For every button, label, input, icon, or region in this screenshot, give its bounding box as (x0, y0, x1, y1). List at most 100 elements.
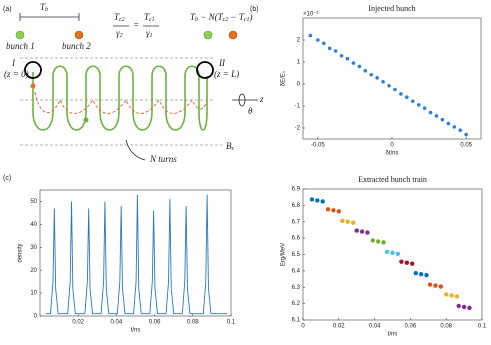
point (350, 220, 356, 225)
y-tick-label: 2 (297, 38, 301, 44)
point (454, 294, 460, 299)
point (370, 238, 376, 243)
point (444, 292, 449, 297)
point (424, 272, 429, 278)
eq-num: Tc1 (144, 12, 155, 23)
point (405, 95, 409, 99)
x-tick-label: 0.1 (227, 320, 236, 326)
point (309, 197, 315, 202)
point (354, 228, 359, 233)
plot-frame (302, 17, 482, 140)
point (316, 38, 320, 42)
x-tick-label: 0.1 (478, 324, 487, 330)
x-tick-label: 0.02 (72, 320, 84, 326)
x-axis-label: t/ns (388, 332, 398, 338)
point (449, 293, 454, 298)
x-tick-label: 0 (390, 143, 394, 149)
x-tick-label: 0.08 (187, 320, 199, 326)
point (404, 260, 410, 265)
point (320, 199, 325, 204)
point (467, 305, 472, 311)
plot-frame (39, 189, 232, 317)
y-tick-label: 40 (30, 222, 37, 228)
point (345, 56, 350, 61)
point (427, 282, 433, 287)
point (434, 114, 439, 118)
x-tick-label: 0.04 (111, 320, 123, 326)
y-tick-label: 6.6 (292, 236, 301, 242)
point (336, 209, 341, 214)
point (440, 117, 445, 122)
x-axis-label: δt/ns (385, 151, 398, 157)
x-tick-label: 0.04 (369, 324, 381, 330)
bunch-dot (74, 30, 84, 40)
point (345, 219, 350, 224)
point (384, 249, 390, 255)
y-axis-label: Erg/MeV (281, 243, 287, 266)
point (409, 261, 415, 266)
point (433, 283, 438, 288)
x-tick-label: 0 (301, 324, 305, 330)
point (399, 259, 404, 264)
point (395, 251, 401, 257)
y-tick-label: 50 (30, 199, 37, 205)
exit-ring (196, 61, 214, 79)
point (410, 99, 415, 103)
guide-lines (20, 57, 222, 146)
eq-num: Tc2 (114, 12, 125, 23)
x-tick-label: -0.05 (311, 143, 325, 149)
point (413, 270, 418, 276)
point (375, 239, 381, 244)
rotation (238, 93, 246, 107)
y-tick-label: 6.7 (292, 219, 301, 225)
point (422, 106, 427, 110)
field-label: Bz (226, 141, 235, 152)
point (418, 271, 424, 277)
bunch-dot (15, 30, 25, 40)
bunch-dot (83, 117, 89, 123)
turns-label: N turns (149, 154, 177, 164)
orbit (34, 91, 208, 114)
point (375, 76, 379, 80)
point (359, 229, 365, 234)
y-tick-label: 10 (30, 291, 37, 297)
chart-title: Injected bunch (368, 4, 415, 13)
coil (32, 65, 208, 131)
point (393, 87, 397, 92)
point (428, 110, 433, 115)
y-exponent: ×10⁻³ (303, 12, 318, 18)
point (390, 250, 395, 256)
point (456, 303, 461, 309)
chart-title: Extracted bunch train (358, 175, 427, 184)
point (446, 121, 451, 126)
angle-label: θ (248, 106, 253, 116)
point (315, 198, 320, 203)
point (340, 218, 345, 223)
panel-a: (a) Tb bunch 1 bunch 2 Tc2 γ2 = Tc1 γ1 T… (3, 2, 264, 164)
x-tick-label: 0.02 (333, 324, 345, 330)
y-tick-label: 1 (297, 60, 301, 66)
bunch-dot (30, 83, 36, 89)
point (357, 64, 362, 69)
x-tick-label: 0.06 (149, 320, 161, 326)
point (339, 54, 344, 58)
point (381, 80, 385, 84)
turns-arrow (125, 139, 146, 161)
point (351, 61, 356, 65)
eq-den: γ2 (116, 28, 123, 39)
bunch-dot (228, 30, 238, 40)
panel-label: (c) (3, 175, 11, 182)
y-tick-label: 6.3 (292, 285, 301, 291)
point (416, 103, 421, 107)
y-tick-label: -2 (295, 126, 301, 132)
axis-label: z (259, 94, 264, 104)
point (363, 69, 368, 73)
panel-label: (b) (250, 6, 259, 13)
bunch-label: bunch 1 (6, 41, 35, 51)
bunch-label: bunch 2 (62, 41, 91, 51)
point (331, 208, 336, 213)
exit-pos: (z = L) (214, 69, 239, 79)
point (365, 230, 370, 235)
y-axis-label: δE/E₀ (281, 70, 287, 86)
exit-label: II (218, 58, 226, 68)
